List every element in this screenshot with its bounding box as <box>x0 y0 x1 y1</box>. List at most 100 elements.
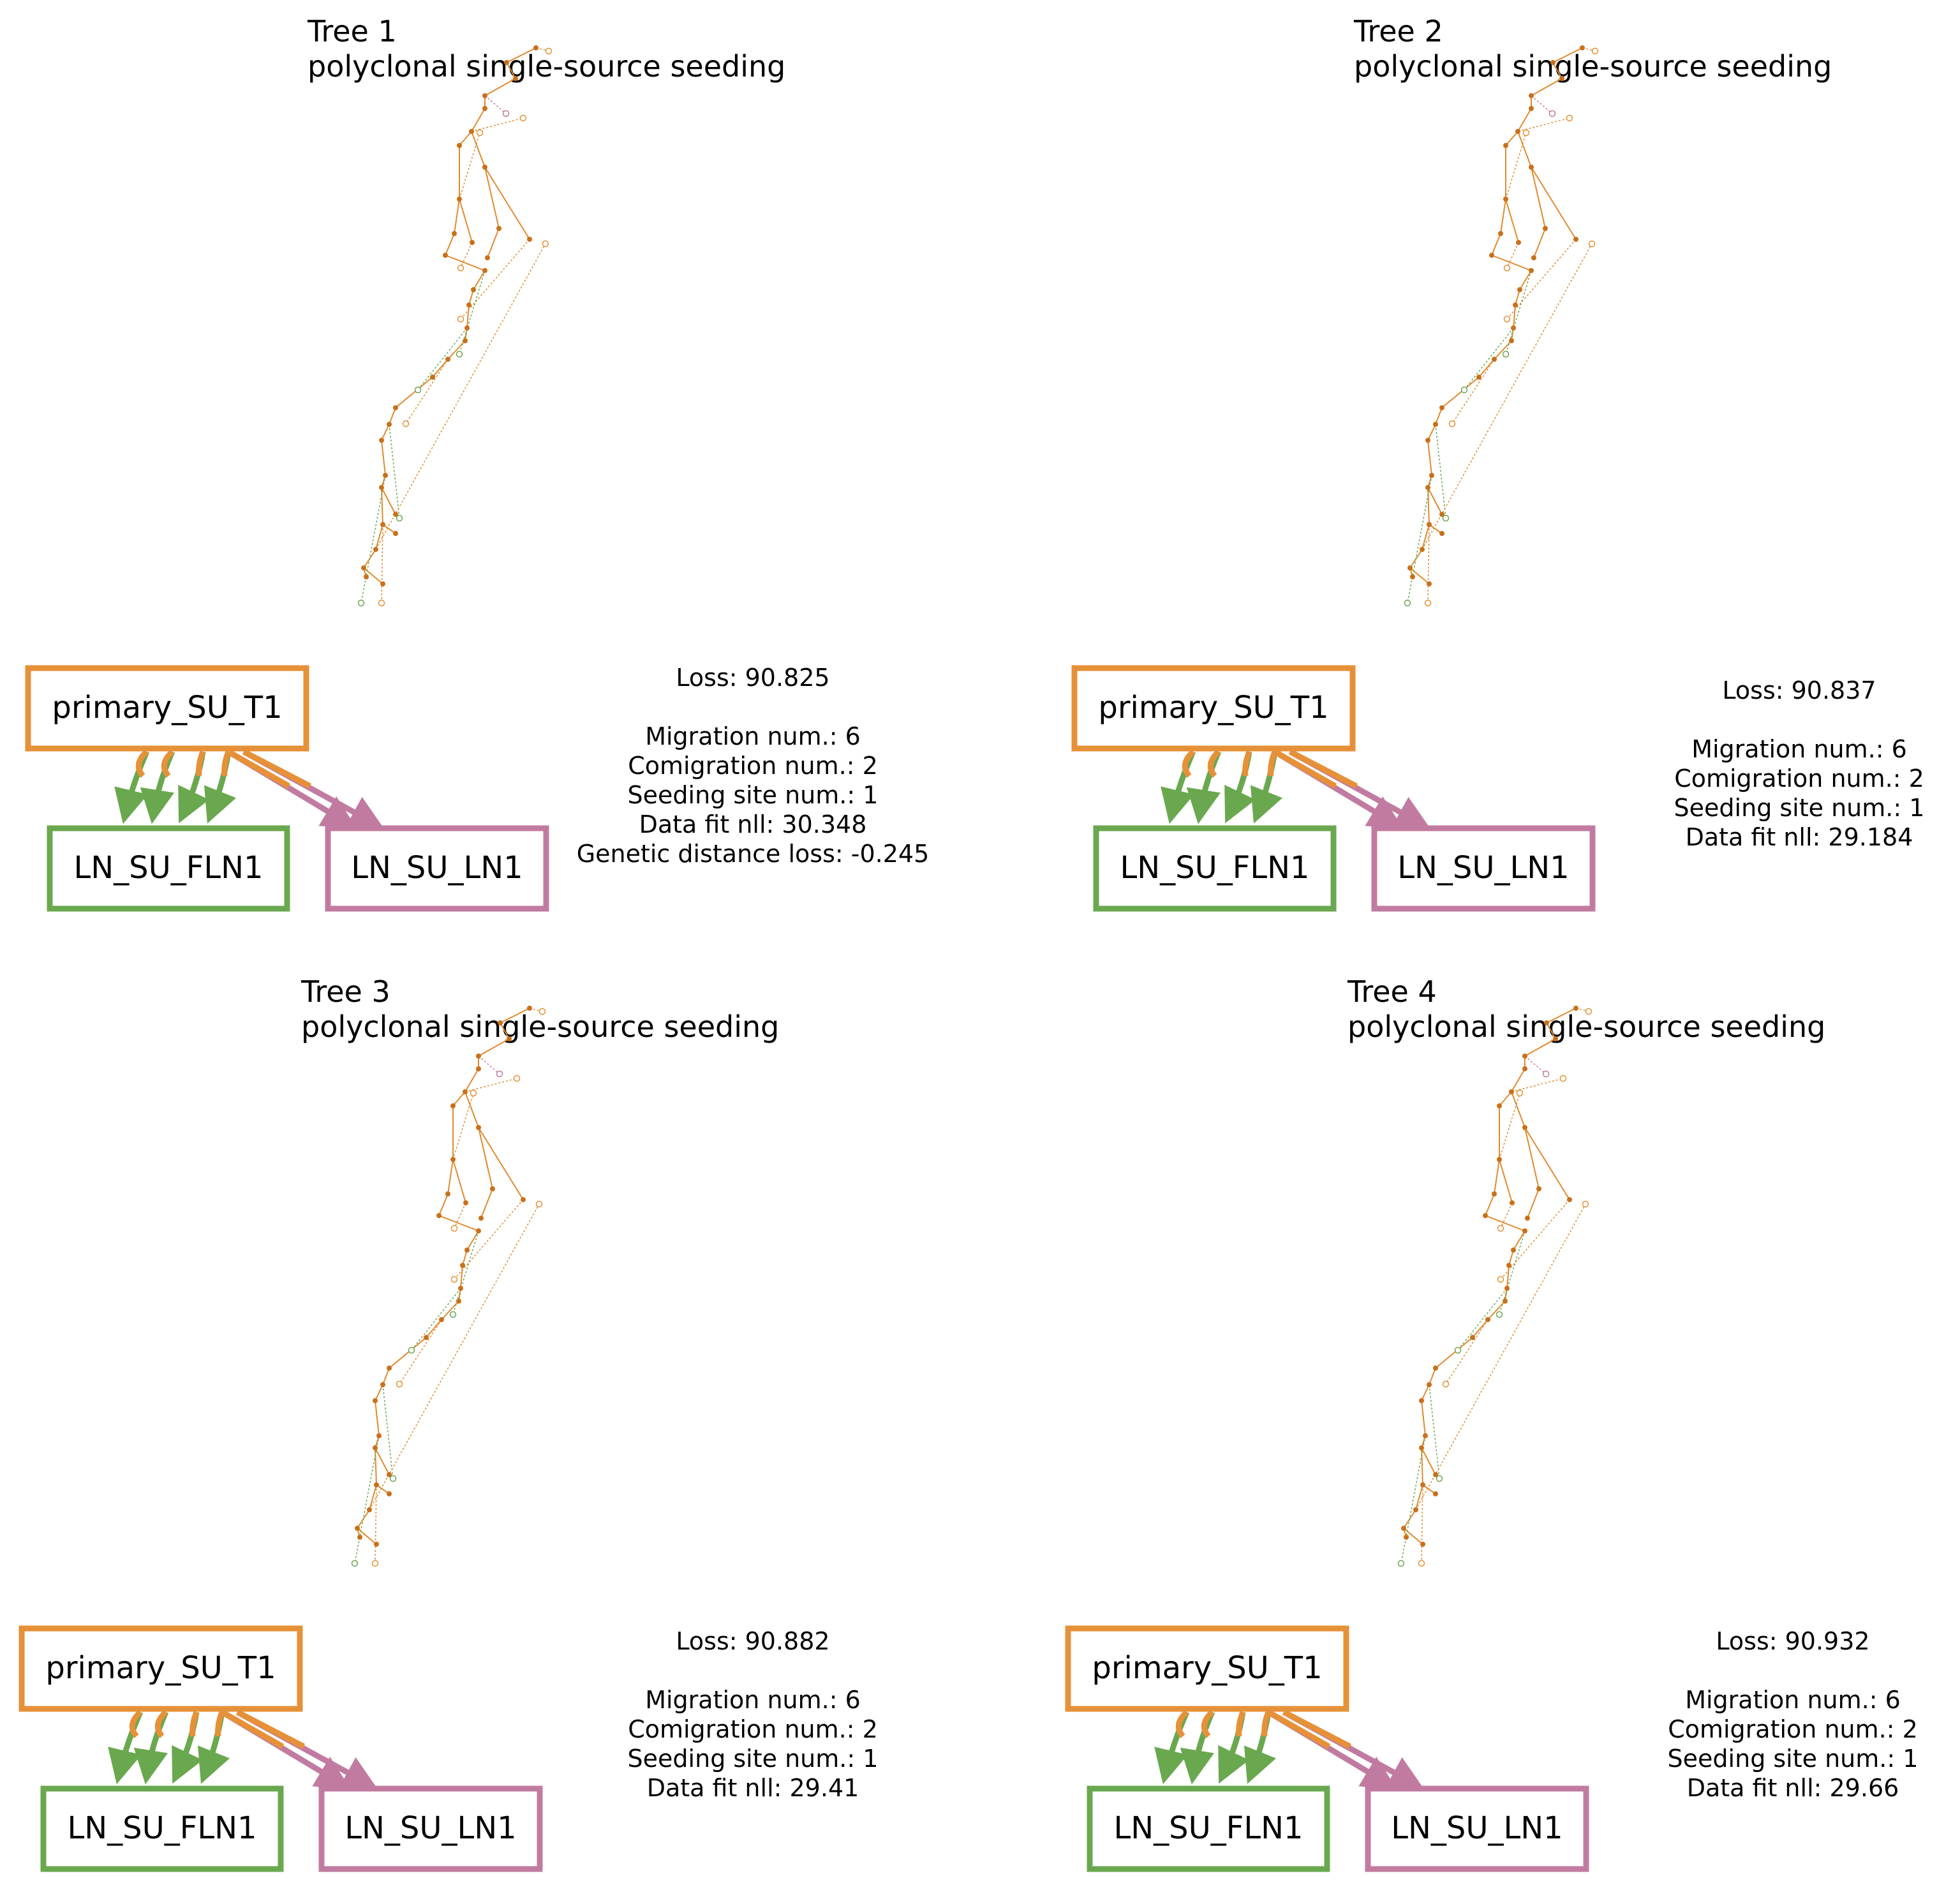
tree-edge <box>376 1484 390 1494</box>
tree-edge <box>381 487 383 525</box>
tree-leaf <box>545 47 553 55</box>
tree-edge <box>454 198 460 234</box>
tree-edge <box>478 1038 510 1057</box>
primary-site-label: primary_SU_T1 <box>1098 690 1328 726</box>
tree-edge <box>1487 1300 1506 1320</box>
tree-node <box>482 93 487 98</box>
tree-node <box>1492 1191 1497 1196</box>
tree-node <box>1529 268 1534 273</box>
tree-edge <box>1421 1400 1426 1436</box>
tree-node <box>1529 93 1534 98</box>
tree-node <box>380 581 385 586</box>
tree-node <box>471 287 476 292</box>
tree-node <box>1522 1125 1527 1130</box>
tree-node <box>1497 1157 1502 1162</box>
tree-node <box>504 60 509 65</box>
tree-node <box>1419 1445 1424 1450</box>
tree-node <box>463 1200 468 1205</box>
loss-value: Loss: 90.882 <box>676 1627 829 1655</box>
tree-node <box>393 531 398 536</box>
tree-node <box>1476 375 1481 380</box>
tree-dashed-edge <box>460 242 473 269</box>
tree-dashed-edge <box>1511 1078 1564 1092</box>
migration-edge-source <box>154 1710 168 1738</box>
primary-site-node <box>1071 665 1356 752</box>
tree-node <box>1511 325 1516 331</box>
tree-dashed-edge <box>399 1319 442 1385</box>
migration-edge-fln1 <box>1161 750 1196 824</box>
fln1-site-node <box>1087 1785 1330 1872</box>
tree-dashed-edge <box>1415 1203 1586 1510</box>
tree-leaf <box>457 264 464 272</box>
tree-edge <box>471 108 486 132</box>
tree-node <box>364 574 369 579</box>
seeding-pattern: polyclonal single-source seeding <box>308 49 785 84</box>
tree-edge <box>452 1091 466 1106</box>
tree-dashed-edge <box>375 1484 377 1564</box>
fln1-site-label: LN_SU_FLN1 <box>67 1810 256 1846</box>
tree-node <box>1439 405 1444 410</box>
tree-node <box>1510 1200 1515 1205</box>
tree-node <box>1573 1006 1578 1011</box>
fln1-site-label: LN_SU_FLN1 <box>1120 850 1309 886</box>
tree-node <box>1506 1263 1511 1268</box>
tree-node <box>1550 60 1555 65</box>
stat-line: Seeding site num.: 1 <box>1674 794 1925 822</box>
tree-edge <box>375 1400 380 1436</box>
migration-edge-source <box>1207 749 1221 778</box>
tree-dashed-edge <box>1506 239 1577 320</box>
stat-line: Migration num.: 6 <box>645 1686 861 1714</box>
tree-leaf <box>542 240 549 248</box>
tree-node <box>476 1228 481 1233</box>
tree-leaf <box>449 1311 457 1318</box>
tree-leaf <box>414 386 422 394</box>
fln1-site-label: LN_SU_FLN1 <box>73 850 263 886</box>
stats-block: Loss: 90.837 Migration num.: 6Comigration… <box>1674 676 1925 851</box>
tree-edge <box>1499 1091 1512 1106</box>
tree-node <box>439 1317 444 1322</box>
tree-node <box>1407 565 1413 570</box>
tree-node <box>1485 1317 1490 1322</box>
tree-edge <box>381 440 386 476</box>
tree-edge <box>1511 1091 1526 1128</box>
tree-node <box>380 522 385 527</box>
stat-line: Data fit nll: 30.348 <box>639 810 867 838</box>
tree-edge <box>438 1193 449 1216</box>
tree-leaf <box>1503 264 1511 272</box>
tree-edge <box>432 359 449 378</box>
tree-node <box>1567 1197 1572 1202</box>
tree-node <box>482 268 487 273</box>
tree-leaf <box>1502 350 1510 358</box>
tree-dashed-edge <box>375 243 546 550</box>
tree-edge <box>1533 228 1546 258</box>
tree-leaf <box>1585 1008 1592 1015</box>
tree-leaf <box>1404 599 1411 607</box>
loss-value: Loss: 90.837 <box>1722 676 1876 704</box>
tree-edge <box>382 1367 390 1385</box>
tree-dashed-edge <box>1435 424 1446 519</box>
tree-edge <box>484 167 500 229</box>
ln1-site-node <box>1371 825 1596 912</box>
tree-node <box>464 325 470 331</box>
tree-leaf <box>351 1560 359 1567</box>
tree-node <box>1433 422 1438 427</box>
tree-dashed-edge <box>354 1435 380 1564</box>
tree-node <box>1516 240 1521 245</box>
tree-node <box>357 1535 362 1540</box>
tree-dashed-edge <box>1422 243 1592 550</box>
tree-leaf <box>1516 1089 1524 1097</box>
tree-edge <box>1531 78 1563 96</box>
migration-edge-source <box>1236 1711 1246 1737</box>
tree-node <box>1503 143 1508 148</box>
tree-edge <box>500 1022 510 1039</box>
tree-node <box>521 1197 526 1202</box>
tree-dashed-edge <box>459 132 480 200</box>
stat-line: Data fit nll: 29.184 <box>1686 823 1913 851</box>
tree-node <box>476 1066 481 1071</box>
tree-leaf <box>457 315 464 323</box>
migration-edge-source <box>1282 1710 1352 1749</box>
tree-node <box>533 45 538 50</box>
migration-edge-source <box>1182 749 1196 778</box>
tree-node <box>464 1248 470 1253</box>
tree-dashed-edge <box>389 424 400 519</box>
